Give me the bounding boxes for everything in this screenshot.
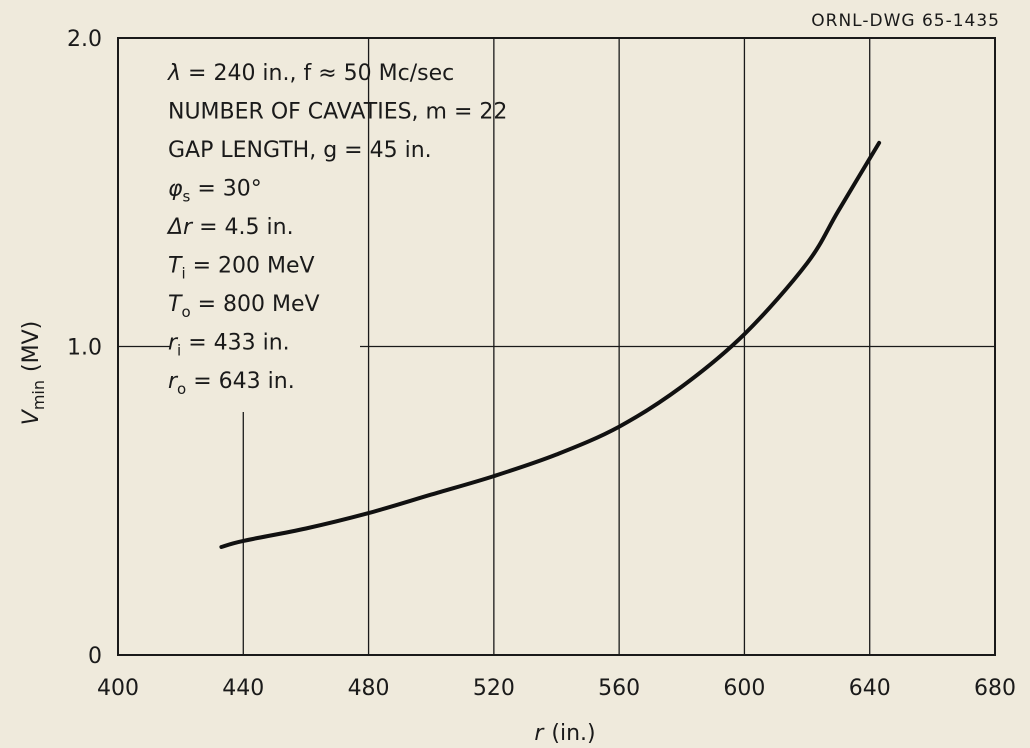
annotation-line: Ti = 200 MeV [168,254,315,283]
x-tick-label: 520 [473,676,515,701]
axis-titles: r (in.) Vmin(MV) [19,321,596,746]
x-tick-label: 680 [974,676,1016,701]
annotation-line: NUMBER OF CAVATIES, m = 22 [168,100,507,125]
y-tick-label: 2.0 [67,27,102,52]
x-tick-label: 400 [97,676,139,701]
annotation-line: φs = 30° [168,177,262,206]
series-lines [219,140,882,549]
annotation-line: Δr = 4.5 in. [166,215,294,240]
annotation-block: λ = 240 in., f ≈ 50 Mc/sec NUMBER OF CAVA… [166,61,507,398]
annotation-line: ro = 643 in. [168,369,295,398]
annotation-line: To = 800 MeV [168,292,320,321]
drawing-id: ORNL-DWG 65-1435 [811,11,1000,31]
y-axis-label: Vmin(MV) [19,321,48,425]
plot-frame [117,37,996,656]
annotation-line: GAP LENGTH, g = 45 in. [168,138,432,163]
grid-lines [118,38,995,655]
x-tick-label: 480 [348,676,390,701]
x-axis-label: r (in.) [534,721,595,746]
series-line [219,140,882,549]
y-tick-label: 1.0 [67,336,102,361]
x-tick-label: 600 [723,676,765,701]
x-tick-label: 560 [598,676,640,701]
x-tick-label: 440 [222,676,264,701]
x-tick-label: 640 [849,676,891,701]
annotation-line: λ = 240 in., f ≈ 50 Mc/sec [167,61,454,86]
annotation-line: ri = 433 in. [168,331,290,360]
tick-labels: 400 440 480 520 560 600 640 680 0 1.0 2.0 [67,27,1016,701]
y-tick-label: 0 [88,644,102,669]
